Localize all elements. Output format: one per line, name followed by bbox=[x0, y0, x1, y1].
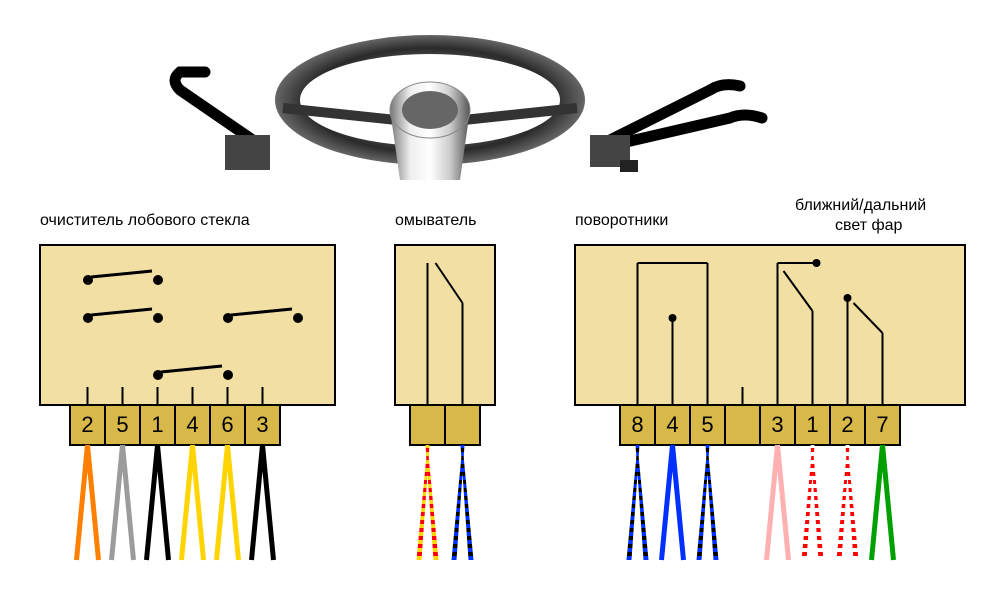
wire bbox=[461, 445, 474, 560]
wire bbox=[846, 445, 859, 560]
wire bbox=[811, 445, 824, 560]
right-stalk-base2 bbox=[620, 160, 638, 172]
wire bbox=[636, 445, 649, 560]
left-stalk bbox=[175, 72, 260, 145]
label-beam2: свет фар bbox=[835, 217, 903, 234]
pin-label: 3 bbox=[256, 412, 268, 437]
connector-wiper: 251463 bbox=[40, 245, 335, 445]
pin-label: 3 bbox=[771, 412, 783, 437]
wire bbox=[252, 445, 274, 560]
label-beam1: ближний/дальний bbox=[795, 197, 926, 214]
wire bbox=[662, 445, 684, 560]
connector-body bbox=[395, 245, 495, 405]
wire bbox=[426, 445, 439, 560]
contact-node bbox=[153, 313, 163, 323]
hub-center bbox=[402, 91, 458, 129]
left-stalk-base bbox=[225, 135, 270, 170]
label-turn: поворотники bbox=[575, 212, 668, 229]
connector-right: 845 3127 bbox=[575, 245, 965, 445]
wire bbox=[706, 445, 719, 560]
pin-label: 4 bbox=[186, 412, 198, 437]
contact-node bbox=[223, 370, 233, 380]
steering-wheel bbox=[175, 35, 762, 180]
pin-label: 1 bbox=[151, 412, 163, 437]
pin-cell bbox=[445, 405, 480, 445]
contact-node bbox=[293, 313, 303, 323]
pin-label: 8 bbox=[631, 412, 643, 437]
contact-node bbox=[153, 275, 163, 285]
connector-body bbox=[40, 245, 335, 405]
label-wiper: очиститель лобового стекла bbox=[40, 212, 250, 229]
pin-label: 7 bbox=[876, 412, 888, 437]
label-washer: омыватель bbox=[395, 212, 476, 229]
pin-label: 2 bbox=[841, 412, 853, 437]
pin-label: 5 bbox=[116, 412, 128, 437]
wire bbox=[217, 445, 239, 560]
wire bbox=[147, 445, 169, 560]
wire bbox=[77, 445, 99, 560]
pin-label: 5 bbox=[701, 412, 713, 437]
wire bbox=[872, 445, 894, 560]
wire bbox=[182, 445, 204, 560]
connector-body bbox=[575, 245, 965, 405]
pin-cell bbox=[410, 405, 445, 445]
wire bbox=[112, 445, 134, 560]
pin-cell bbox=[725, 405, 760, 445]
pin-label: 2 bbox=[81, 412, 93, 437]
pin-label: 4 bbox=[666, 412, 678, 437]
connector-washer bbox=[395, 245, 495, 445]
pin-label: 1 bbox=[806, 412, 818, 437]
wire bbox=[767, 445, 789, 560]
pin-label: 6 bbox=[221, 412, 233, 437]
